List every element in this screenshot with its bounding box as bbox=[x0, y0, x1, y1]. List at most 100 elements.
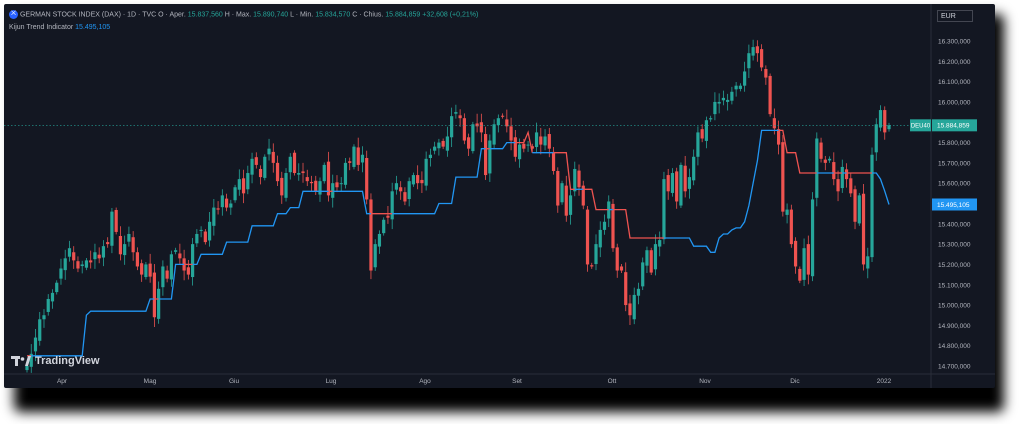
candle-body[interactable] bbox=[560, 183, 564, 203]
candle-body[interactable] bbox=[84, 260, 89, 268]
candle-body[interactable] bbox=[709, 118, 713, 120]
candle-body[interactable] bbox=[331, 183, 335, 198]
candle-body[interactable] bbox=[165, 270, 169, 279]
candle-body[interactable] bbox=[793, 240, 798, 267]
candle-body[interactable] bbox=[844, 169, 849, 180]
candle-body[interactable] bbox=[326, 161, 331, 196]
candle-body[interactable] bbox=[747, 53, 751, 69]
candle-body[interactable] bbox=[246, 173, 250, 190]
candle-body[interactable] bbox=[437, 142, 441, 149]
candle-body[interactable] bbox=[348, 161, 352, 163]
candle-body[interactable] bbox=[585, 209, 590, 265]
candle-body[interactable] bbox=[356, 147, 360, 165]
candle-body[interactable] bbox=[785, 209, 789, 215]
indicator-legend[interactable]: Kijun Trend Indicator 15.495,105 bbox=[9, 24, 110, 31]
candle-body[interactable] bbox=[263, 156, 267, 178]
candle-body[interactable] bbox=[59, 268, 63, 279]
symbol-title[interactable]: GERMAN STOCK INDEX (DAX) · 1D · TVC bbox=[19, 11, 157, 19]
candle-body[interactable] bbox=[887, 125, 891, 130]
candle-body[interactable] bbox=[114, 210, 118, 232]
candle-body[interactable] bbox=[534, 132, 539, 148]
candle-body[interactable] bbox=[509, 126, 513, 141]
candle-body[interactable] bbox=[760, 49, 764, 68]
candle-body[interactable] bbox=[526, 144, 530, 146]
candle-body[interactable] bbox=[781, 142, 785, 212]
candle-body[interactable] bbox=[55, 282, 59, 293]
candle-body[interactable] bbox=[505, 119, 509, 127]
candle-body[interactable] bbox=[369, 199, 373, 271]
currency-selector[interactable]: EUR bbox=[937, 10, 973, 22]
candle-body[interactable] bbox=[284, 173, 288, 198]
candle-body[interactable] bbox=[399, 187, 403, 192]
symbol-price-tag[interactable] bbox=[910, 119, 931, 132]
candle-body[interactable] bbox=[662, 179, 666, 240]
candle-body[interactable] bbox=[441, 140, 445, 147]
candle-body[interactable] bbox=[433, 146, 437, 151]
chart-canvas[interactable]: 16.300,000 16.200,000 16.100,000 16.000,000… bbox=[4, 4, 995, 388]
candle-body[interactable] bbox=[462, 118, 466, 141]
candle-body[interactable] bbox=[428, 154, 432, 158]
candle-body[interactable] bbox=[590, 265, 594, 267]
candle-body[interactable] bbox=[594, 244, 598, 265]
candle-body[interactable] bbox=[93, 252, 97, 260]
candle-body[interactable] bbox=[806, 244, 810, 275]
candle-body[interactable] bbox=[577, 170, 581, 188]
candle-body[interactable] bbox=[89, 260, 93, 263]
candle-body[interactable] bbox=[827, 158, 832, 161]
candle-body[interactable] bbox=[127, 233, 131, 242]
candle-body[interactable] bbox=[522, 143, 526, 149]
candle-body[interactable] bbox=[157, 288, 161, 319]
candle-body[interactable] bbox=[220, 195, 224, 208]
candle-body[interactable] bbox=[551, 151, 556, 171]
candle-body[interactable] bbox=[717, 101, 721, 104]
candle-body[interactable] bbox=[615, 247, 619, 271]
candle-body[interactable] bbox=[645, 250, 649, 266]
candle-body[interactable] bbox=[819, 142, 823, 159]
candle-body[interactable] bbox=[445, 136, 449, 151]
candle-body[interactable] bbox=[224, 198, 229, 208]
candle-body[interactable] bbox=[479, 122, 483, 133]
candle-body[interactable] bbox=[131, 237, 135, 253]
candle-body[interactable] bbox=[450, 116, 454, 138]
candle-body[interactable] bbox=[123, 244, 127, 256]
candle-body[interactable] bbox=[751, 47, 755, 56]
symbol-badge-icon[interactable]: ⨉ bbox=[9, 10, 18, 19]
candle-body[interactable] bbox=[832, 162, 836, 180]
candle-body[interactable] bbox=[653, 244, 658, 270]
candle-body[interactable] bbox=[152, 272, 156, 318]
candle-body[interactable] bbox=[679, 164, 683, 206]
candle-body[interactable] bbox=[475, 123, 479, 127]
candle-body[interactable] bbox=[564, 185, 568, 216]
candle-body[interactable] bbox=[394, 183, 399, 190]
candle-body[interactable] bbox=[424, 158, 428, 186]
candle-body[interactable] bbox=[305, 177, 309, 182]
candle-body[interactable] bbox=[63, 258, 67, 271]
candle-body[interactable] bbox=[169, 254, 173, 280]
candle-body[interactable] bbox=[598, 229, 602, 248]
candle-body[interactable] bbox=[233, 187, 237, 201]
candle-body[interactable] bbox=[67, 248, 72, 257]
candle-body[interactable] bbox=[403, 192, 407, 202]
candle-body[interactable] bbox=[271, 151, 275, 163]
candle-body[interactable] bbox=[420, 179, 424, 184]
candle-body[interactable] bbox=[335, 182, 339, 188]
chart-panel[interactable]: 16.300,000 16.200,000 16.100,000 16.000,000… bbox=[4, 4, 995, 388]
candle-body[interactable] bbox=[250, 158, 254, 175]
candle-body[interactable] bbox=[513, 137, 517, 157]
candle-body[interactable] bbox=[870, 154, 874, 258]
candle-body[interactable] bbox=[861, 193, 866, 265]
candle-body[interactable] bbox=[454, 112, 458, 114]
candle-body[interactable] bbox=[458, 115, 462, 119]
candle-body[interactable] bbox=[110, 211, 114, 246]
candle-body[interactable] bbox=[390, 191, 394, 220]
candle-body[interactable] bbox=[543, 136, 547, 146]
candle-body[interactable] bbox=[174, 250, 178, 252]
candle-body[interactable] bbox=[619, 266, 624, 271]
candle-body[interactable] bbox=[789, 209, 793, 245]
candle-body[interactable] bbox=[343, 162, 348, 185]
candle-body[interactable] bbox=[713, 101, 717, 115]
candle-body[interactable] bbox=[696, 132, 700, 157]
candle-body[interactable] bbox=[866, 256, 870, 269]
candle-body[interactable] bbox=[76, 261, 80, 269]
candle-body[interactable] bbox=[161, 266, 165, 288]
